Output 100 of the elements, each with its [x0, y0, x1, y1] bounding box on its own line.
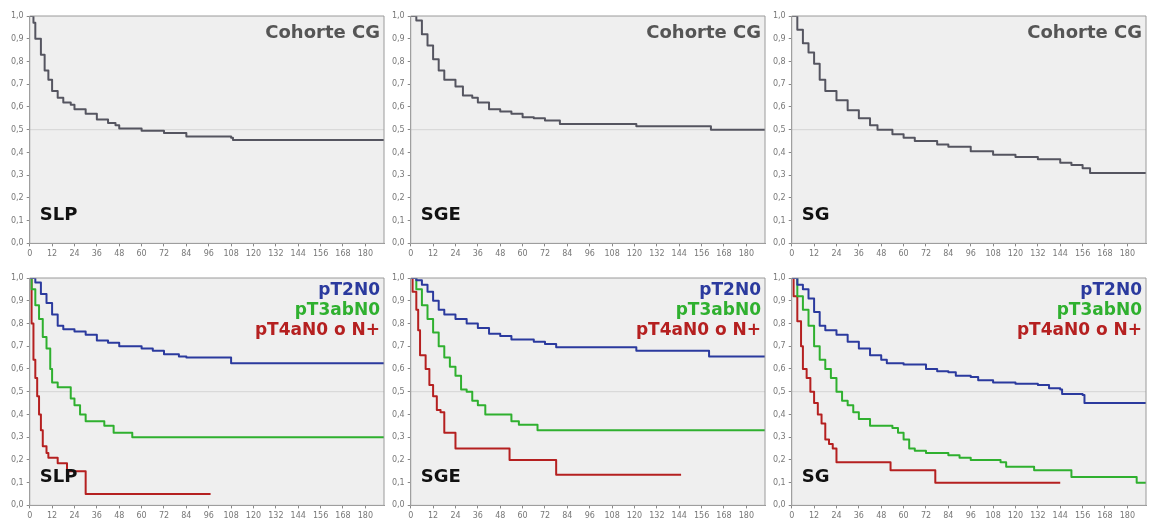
y-tick-label: 0,4 — [10, 409, 24, 419]
y-tick-label: 0,2 — [772, 455, 786, 464]
x-tick-label: 120 — [245, 249, 262, 259]
annotation: SLP — [39, 465, 78, 487]
x-tick-label: 132 — [268, 511, 284, 521]
y-tick-label: 0,3 — [391, 432, 405, 442]
x-tick-label: 120 — [1007, 249, 1024, 259]
y-tick-label: 0,4 — [10, 147, 24, 157]
y-tick-label: 0,5 — [10, 124, 24, 134]
y-tick-label: 0,9 — [772, 295, 786, 305]
y-tick-label: 0,7 — [772, 79, 786, 89]
y-tick-label: 0,3 — [772, 170, 786, 180]
y-tick-label: 1,0 — [391, 273, 405, 283]
x-tick-label: 72 — [539, 249, 551, 259]
y-tick-label: 0,9 — [391, 33, 405, 43]
y-tick-label: 0,3 — [772, 432, 786, 442]
y-tick-label: 1,0 — [772, 11, 786, 21]
y-tick-label: 0,0 — [772, 500, 786, 510]
y-tick-label: 0,4 — [391, 147, 405, 157]
y-tick-label: 0,8 — [10, 318, 24, 328]
text: pT2N0 — [699, 278, 762, 299]
y-tick-label: 0,9 — [10, 33, 24, 43]
y-tick-label: 0,7 — [391, 341, 405, 351]
y-tick-label: 0,4 — [391, 409, 405, 419]
x-tick-label: 0 — [27, 249, 33, 259]
x-tick-label: 0 — [789, 511, 795, 521]
x-tick-label: 168 — [716, 511, 732, 521]
x-tick-label: 180 — [738, 511, 754, 521]
x-tick-label: 156 — [312, 249, 329, 259]
x-tick-label: 180 — [1119, 511, 1135, 521]
x-tick-label: 132 — [649, 511, 665, 521]
x-tick-label: 108 — [985, 249, 1001, 259]
x-tick-label: 12 — [809, 249, 820, 259]
y-tick-label: 0,4 — [772, 409, 786, 419]
x-tick-label: 96 — [584, 249, 595, 259]
x-tick-label: 72 — [539, 511, 551, 521]
y-tick-label: 0,8 — [391, 56, 405, 66]
y-tick-label: 0,7 — [772, 341, 786, 351]
x-tick-label: 36 — [91, 511, 102, 521]
x-tick-label: 168 — [335, 511, 351, 521]
x-tick-label: 84 — [943, 249, 954, 259]
x-tick-label: 84 — [181, 511, 192, 521]
y-tick-label: 0,7 — [10, 79, 24, 89]
x-tick-label: 60 — [136, 249, 147, 259]
x-tick-label: 84 — [562, 511, 573, 521]
text: pT4aN0 o N+ — [1016, 318, 1142, 339]
y-tick-label: 1,0 — [772, 273, 786, 283]
y-tick-label: 0,8 — [772, 318, 786, 328]
text: pT4aN0 o N+ — [635, 318, 761, 339]
x-tick-label: 96 — [965, 511, 976, 521]
x-tick-label: 48 — [495, 249, 506, 259]
x-tick-label: 72 — [158, 249, 170, 259]
y-tick-label: 0,2 — [391, 193, 405, 202]
x-tick-label: 60 — [898, 249, 909, 259]
y-tick-label: 0,1 — [10, 477, 24, 487]
x-tick-label: 120 — [1007, 511, 1024, 521]
y-tick-label: 0,0 — [391, 238, 405, 248]
y-tick-label: 0,6 — [772, 364, 786, 374]
y-tick-label: 0,3 — [10, 432, 24, 442]
y-tick-label: 0,5 — [772, 124, 786, 134]
y-tick-label: 0,2 — [772, 193, 786, 202]
x-tick-label: 36 — [91, 249, 102, 259]
x-tick-label: 12 — [428, 511, 439, 521]
text: pT2N0 — [1080, 278, 1143, 299]
x-tick-label: 0 — [27, 511, 33, 521]
x-tick-label: 72 — [920, 249, 932, 259]
y-tick-label: 0,5 — [391, 124, 405, 134]
x-tick-label: 144 — [1052, 511, 1068, 521]
x-tick-label: 168 — [1097, 511, 1113, 521]
x-tick-label: 60 — [136, 511, 147, 521]
x-tick-label: 36 — [853, 249, 864, 259]
y-tick-label: 0,1 — [772, 215, 786, 225]
x-tick-label: 84 — [562, 249, 573, 259]
y-tick-label: 0,3 — [391, 170, 405, 180]
x-tick-label: 96 — [584, 511, 595, 521]
x-tick-label: 108 — [604, 249, 620, 259]
y-tick-label: 0,0 — [772, 238, 786, 248]
chart-title: Cohorte CG — [265, 20, 380, 42]
y-tick-label: 0,2 — [391, 455, 405, 464]
x-tick-label: 48 — [876, 249, 887, 259]
y-tick-label: 0,0 — [391, 500, 405, 510]
x-tick-label: 180 — [357, 511, 373, 521]
x-tick-label: 12 — [47, 249, 58, 259]
x-tick-label: 48 — [114, 249, 125, 259]
y-tick-label: 0,7 — [391, 79, 405, 89]
y-tick-label: 0,6 — [391, 102, 405, 112]
y-tick-label: 0,8 — [10, 56, 24, 66]
x-tick-label: 24 — [831, 511, 842, 521]
annotation: SLP — [39, 203, 78, 225]
y-tick-label: 0,5 — [391, 386, 405, 396]
x-tick-label: 84 — [943, 511, 954, 521]
x-tick-label: 84 — [181, 249, 192, 259]
x-tick-label: 24 — [69, 511, 80, 521]
x-tick-label: 36 — [472, 249, 483, 259]
text: pT3abN0 — [294, 298, 381, 319]
x-tick-label: 0 — [408, 249, 414, 259]
x-tick-label: 60 — [898, 511, 909, 521]
y-tick-label: 0,0 — [10, 238, 24, 248]
x-tick-label: 144 — [671, 249, 687, 259]
y-tick-label: 1,0 — [10, 273, 24, 283]
